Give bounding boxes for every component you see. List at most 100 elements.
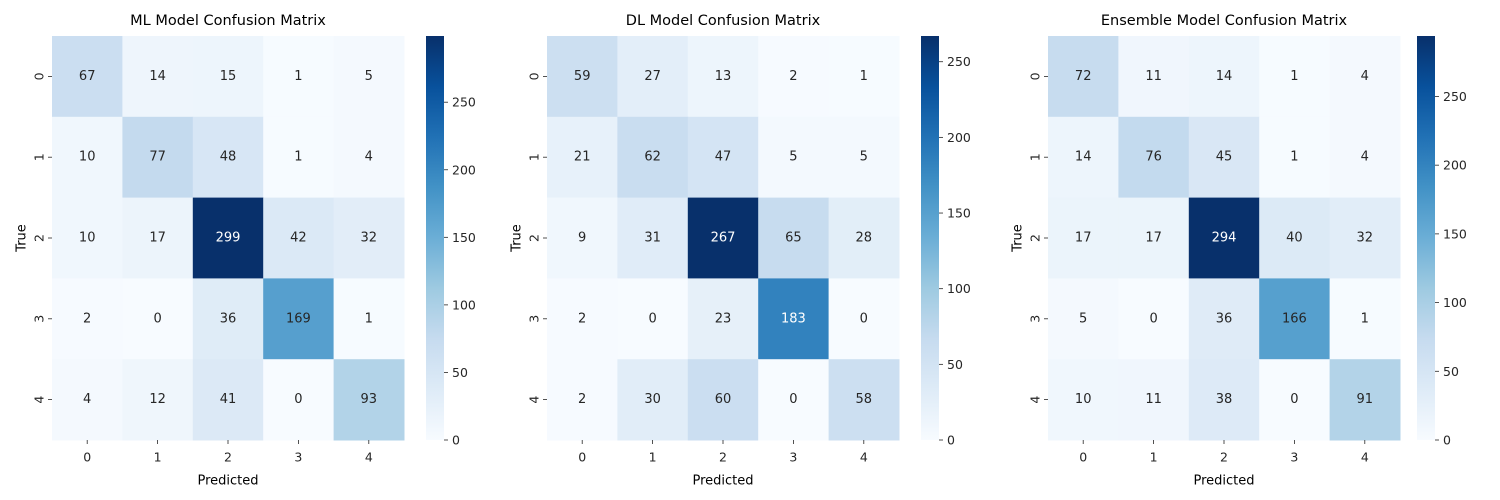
y-tick-label: 1: [1028, 153, 1043, 161]
cell-value-label: 4: [365, 150, 373, 165]
cell-value-label: 42: [290, 231, 307, 246]
heatmap-cell: [617, 197, 689, 279]
x-tick-label: 4: [1361, 450, 1369, 465]
heatmap-cell: [122, 197, 194, 279]
heatmap-cell: [547, 116, 618, 199]
x-tick-label: 4: [860, 450, 868, 465]
heatmap-cell: [1188, 116, 1260, 199]
cell-value-label: 12: [149, 392, 166, 407]
y-tick-label: 0: [1028, 72, 1043, 80]
heatmap-cell: [1118, 359, 1190, 441]
cell-value-label: 76: [1145, 150, 1162, 165]
cell-value-label: 17: [1075, 231, 1092, 246]
cell-value-label: 40: [1286, 231, 1303, 246]
heatmap-cell: [192, 116, 264, 199]
heatmap-cell: [828, 278, 900, 360]
heatmap-cell: [758, 36, 830, 118]
y-tick-label: 4: [1028, 396, 1043, 404]
cell-value-label: 0: [153, 311, 161, 326]
colorbar: [921, 36, 939, 440]
cell-value-label: 5: [860, 150, 868, 165]
heatmap-cell: [263, 116, 335, 199]
colorbar-tick-label: 0: [1443, 433, 1451, 448]
cell-value-label: 2: [83, 311, 91, 326]
x-axis-label: Predicted: [197, 474, 258, 489]
colorbar-tick-label: 150: [947, 206, 971, 221]
x-tick-label: 4: [365, 450, 373, 465]
heatmap-cell: [192, 359, 264, 441]
heatmap-cell: [1188, 359, 1260, 441]
heatmap-cell: [122, 278, 194, 360]
cell-value-label: 1: [1290, 150, 1298, 165]
heatmap-cell: [122, 359, 194, 441]
colorbar-tick-label: 100: [947, 281, 971, 296]
cell-value-label: 91: [1357, 392, 1374, 407]
cell-value-label: 47: [715, 150, 732, 165]
cell-value-label: 11: [1145, 69, 1162, 84]
cell-value-label: 65: [785, 231, 802, 246]
cell-value-label: 31: [644, 231, 661, 246]
heatmap-cell: [1259, 278, 1331, 360]
heatmap-cell: [192, 197, 264, 279]
cell-value-label: 169: [286, 311, 311, 326]
cell-value-label: 1: [365, 311, 373, 326]
cell-value-label: 0: [860, 311, 868, 326]
y-axis-label: True: [510, 224, 525, 253]
heatmap-cell: [122, 36, 194, 118]
colorbar-tick-label: 100: [1443, 295, 1467, 310]
cell-value-label: 45: [1216, 150, 1233, 165]
heatmap-cell: [687, 197, 759, 279]
cell-value-label: 4: [83, 392, 91, 407]
heatmap-cell: [263, 278, 335, 360]
cell-value-label: 41: [220, 392, 237, 407]
y-tick-label: 3: [527, 315, 542, 323]
cell-value-label: 32: [1357, 231, 1374, 246]
x-tick-label: 3: [789, 450, 797, 465]
x-tick-label: 2: [1220, 450, 1228, 465]
cell-value-label: 93: [361, 392, 378, 407]
colorbar: [1417, 36, 1435, 440]
heatmap-cell: [1048, 359, 1119, 441]
y-tick-label: 1: [32, 153, 47, 161]
cell-value-label: 48: [220, 150, 237, 165]
cell-value-label: 267: [711, 231, 736, 246]
cell-value-label: 36: [1216, 311, 1233, 326]
heatmap-cell: [263, 36, 335, 118]
heatmap-cell: [758, 359, 830, 441]
cell-value-label: 5: [789, 150, 797, 165]
cell-value-label: 1: [1290, 69, 1298, 84]
cell-value-label: 30: [644, 392, 661, 407]
y-tick-label: 2: [1028, 234, 1043, 242]
heatmap-cell: [1329, 116, 1401, 199]
heatmap-cell: [1118, 278, 1190, 360]
cell-value-label: 23: [715, 311, 732, 326]
y-tick-label: 0: [32, 72, 47, 80]
y-tick-label: 1: [527, 153, 542, 161]
x-tick-label: 1: [1150, 450, 1158, 465]
colorbar-tick-label: 150: [452, 230, 476, 245]
colorbar-tick-label: 0: [947, 433, 955, 448]
heatmap-cell: [333, 197, 405, 279]
heatmap-cell: [1048, 116, 1119, 199]
heatmap-cell: [333, 359, 405, 441]
heatmap-cell: [1259, 116, 1331, 199]
cell-value-label: 58: [856, 392, 873, 407]
heatmap-cell: [547, 197, 618, 279]
heatmap-cell: [828, 116, 900, 199]
cell-value-label: 36: [220, 311, 237, 326]
heatmap-cell: [333, 36, 405, 118]
cell-value-label: 28: [856, 231, 873, 246]
heatmap-cell: [52, 359, 123, 441]
cell-value-label: 21: [574, 150, 591, 165]
heatmap-cell: [1329, 36, 1401, 118]
heatmap-cell: [687, 359, 759, 441]
heatmap-cell: [1048, 278, 1119, 360]
heatmap-cell: [1329, 359, 1401, 441]
chart-title: Ensemble Model Confusion Matrix: [1101, 13, 1348, 29]
cell-value-label: 183: [781, 311, 806, 326]
colorbar-tick-label: 100: [452, 297, 476, 312]
cell-value-label: 9: [578, 231, 586, 246]
cell-value-label: 5: [365, 69, 373, 84]
